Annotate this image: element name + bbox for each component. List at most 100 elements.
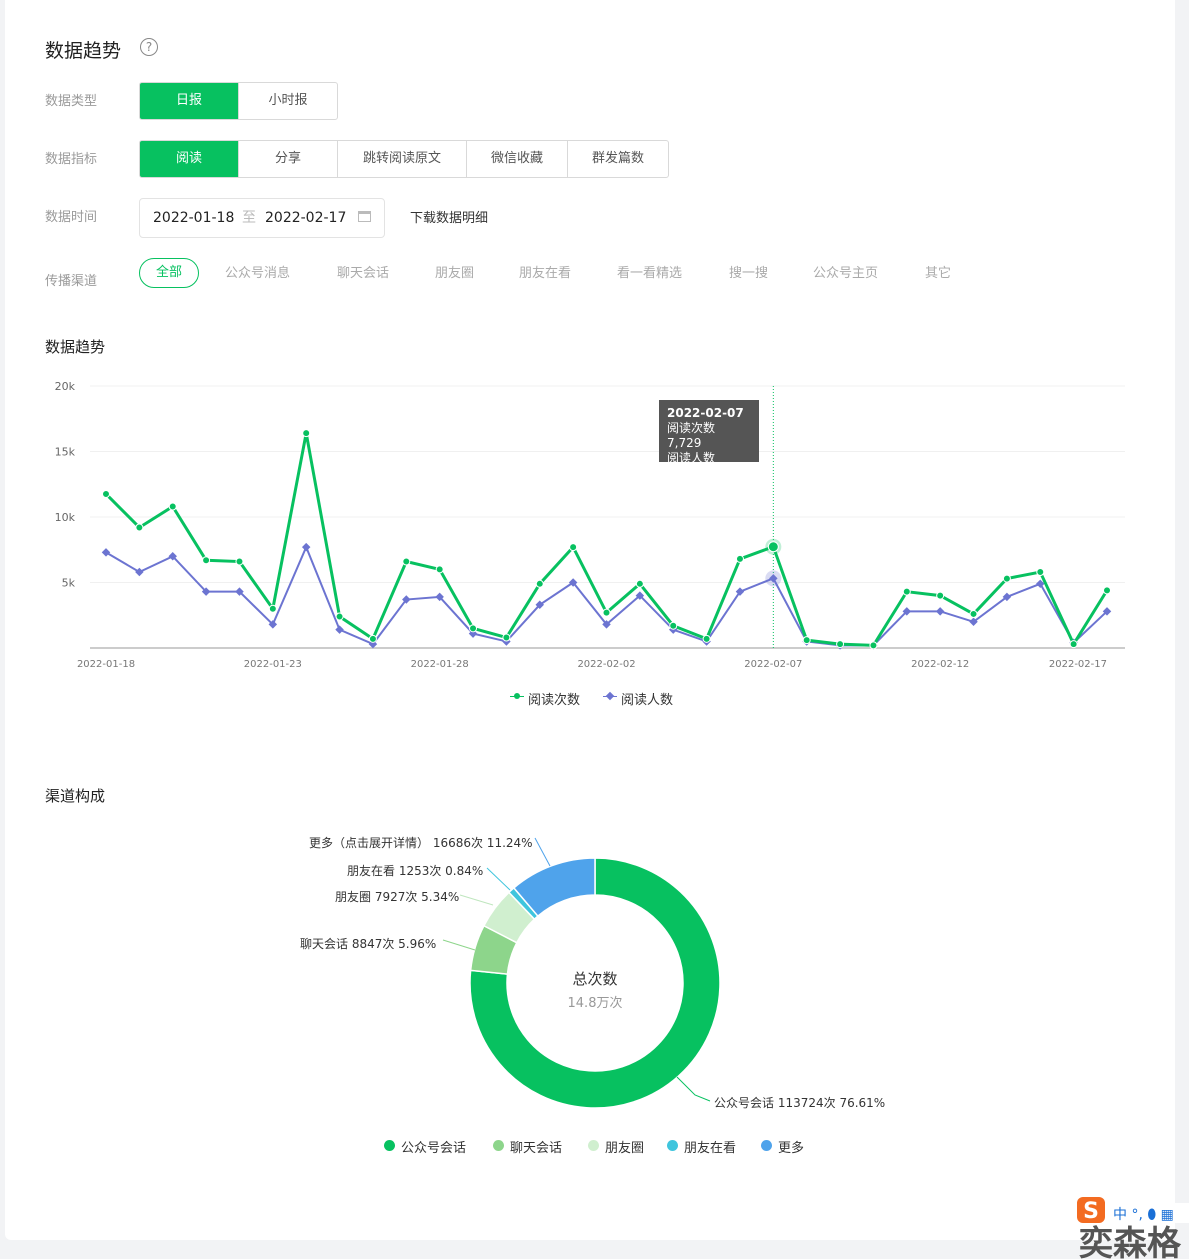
y-tick-label: 20k [55, 380, 76, 393]
channel-option[interactable]: 朋友在看 [519, 266, 572, 281]
data-point[interactable] [335, 625, 344, 634]
legend-label[interactable]: 阅读人数 [621, 693, 674, 708]
donut-slice-label: 朋友在看 1253次 0.84% [347, 864, 484, 878]
data-point[interactable] [268, 620, 278, 629]
donut-slice[interactable] [512, 857, 596, 918]
data-point[interactable] [102, 489, 110, 498]
data-point[interactable] [135, 567, 144, 577]
donut-slice-label: 朋友圈 7927次 5.34% [335, 890, 460, 904]
channel-composition-title: 渠道构成 [45, 787, 106, 805]
data-point[interactable] [669, 621, 678, 630]
help-icon[interactable]: ? [140, 38, 158, 56]
channel-option[interactable]: 搜一搜 [729, 266, 769, 281]
data-point[interactable] [969, 609, 978, 618]
channel-option[interactable]: 全部 [139, 258, 199, 288]
data-point[interactable] [635, 579, 644, 588]
data-point[interactable] [869, 641, 878, 650]
x-tick-label: 2022-01-18 [77, 659, 135, 670]
channel-option[interactable]: 公众号消息 [225, 266, 291, 281]
data-point[interactable] [268, 604, 277, 613]
data-type-option[interactable]: 日报 [140, 83, 238, 119]
data-point[interactable] [302, 429, 311, 438]
leader-line [459, 894, 494, 906]
legend-dot-icon[interactable] [588, 1140, 599, 1151]
legend-label[interactable]: 聊天会话 [510, 1141, 563, 1156]
legend-dot-icon[interactable] [667, 1140, 678, 1151]
data-point[interactable] [635, 591, 645, 600]
legend-label[interactable]: 阅读次数 [528, 693, 581, 708]
x-tick-label: 2022-02-07 [744, 659, 802, 670]
data-point[interactable] [469, 624, 478, 633]
metric-option[interactable]: 微信收藏 [466, 141, 567, 177]
data-point[interactable] [202, 556, 211, 565]
data-point[interactable] [502, 633, 511, 642]
metric-option[interactable]: 分享 [238, 141, 337, 177]
data-point[interactable] [335, 612, 344, 621]
x-tick-label: 2022-01-28 [411, 659, 469, 670]
legend-label[interactable]: 朋友在看 [684, 1141, 737, 1156]
data-type-option[interactable]: 小时报 [238, 83, 337, 119]
x-tick-label: 2022-02-12 [911, 659, 969, 670]
donut-slice-label[interactable]: 更多（点击展开详情） 16686次 11.24% [309, 836, 533, 850]
svg-text:奕森格: 奕森格 [1079, 1224, 1182, 1259]
data-point[interactable] [1002, 592, 1012, 602]
channel-option[interactable]: 聊天会话 [337, 266, 390, 281]
data-point[interactable] [135, 523, 144, 532]
data-point[interactable] [535, 579, 544, 588]
data-point[interactable] [1102, 607, 1112, 616]
data-point[interactable] [936, 591, 945, 600]
data-point[interactable] [168, 502, 177, 511]
legend-dot-icon[interactable] [493, 1140, 504, 1151]
data-point[interactable] [735, 554, 744, 563]
data-point[interactable] [836, 640, 845, 649]
data-point[interactable] [101, 548, 111, 557]
data-point[interactable] [235, 557, 244, 566]
data-point[interactable] [1103, 586, 1111, 595]
channel-option[interactable]: 公众号主页 [813, 266, 879, 281]
data-point[interactable] [802, 636, 811, 645]
data-point[interactable] [402, 595, 411, 604]
legend-label[interactable]: 公众号会话 [401, 1141, 467, 1156]
legend-dot-icon[interactable] [761, 1140, 772, 1151]
legend-marker-icon[interactable] [510, 689, 524, 703]
data-point[interactable] [435, 592, 444, 602]
calendar-icon[interactable] [358, 211, 371, 222]
metric-option[interactable]: 群发篇数 [567, 141, 668, 177]
data-point[interactable] [969, 617, 978, 627]
data-point[interactable] [301, 542, 311, 552]
data-point[interactable] [435, 565, 444, 574]
donut-slice[interactable] [469, 857, 721, 1109]
data-point[interactable] [767, 541, 779, 553]
data-point[interactable] [902, 587, 911, 596]
data-point[interactable] [935, 607, 945, 616]
data-point[interactable] [1036, 568, 1045, 577]
date-range-picker[interactable]: 2022-01-18 至 2022-02-17 [139, 198, 385, 238]
data-point[interactable] [568, 578, 578, 587]
legend-dot-icon[interactable] [384, 1140, 395, 1151]
data-point[interactable] [702, 634, 711, 643]
data-point[interactable] [902, 607, 912, 616]
data-point[interactable] [735, 587, 745, 596]
legend-label[interactable]: 更多 [778, 1141, 805, 1156]
x-tick-label: 2022-02-02 [577, 659, 635, 670]
download-detail-link[interactable]: 下载数据明细 [410, 211, 489, 226]
data-point[interactable] [402, 557, 411, 566]
data-point[interactable] [1036, 579, 1045, 589]
data-point[interactable] [1002, 574, 1011, 583]
content-card: 数据趋势 ? 数据类型 日报 小时报 数据指标 阅读 分享 跳转阅读原文 微信收藏 群发篇… [5, 0, 1175, 1240]
channel-option[interactable]: 朋友圈 [435, 266, 475, 281]
channel-option[interactable]: 看一看精选 [617, 266, 683, 281]
metric-option[interactable]: 跳转阅读原文 [337, 141, 466, 177]
legend-marker-icon[interactable] [603, 689, 617, 703]
data-point[interactable] [602, 620, 611, 629]
metric-option[interactable]: 阅读 [140, 141, 238, 177]
legend-label[interactable]: 朋友圈 [605, 1141, 645, 1156]
data-point[interactable] [368, 634, 377, 643]
data-point[interactable] [602, 608, 611, 617]
data-point[interactable] [769, 574, 778, 583]
data-point[interactable] [535, 600, 545, 610]
channel-option[interactable]: 其它 [925, 266, 952, 281]
data-point[interactable] [1069, 640, 1078, 649]
data-point[interactable] [569, 543, 578, 552]
